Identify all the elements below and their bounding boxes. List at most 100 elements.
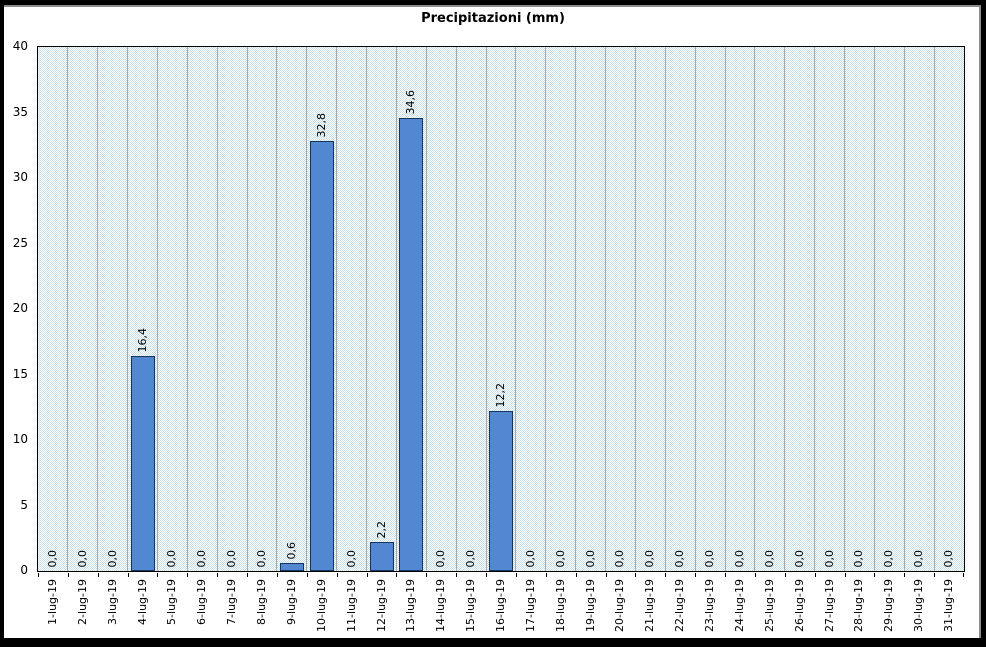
gridline (306, 47, 308, 571)
x-axis-tick (695, 573, 697, 577)
gridline (605, 47, 607, 571)
x-axis-tick (187, 573, 189, 577)
bar-value-label: 0,0 (583, 549, 597, 568)
x-axis-label: 7-lug-19 (225, 579, 239, 625)
bar-value-label: 0,0 (434, 549, 448, 568)
x-axis-tick (545, 573, 547, 577)
x-axis-label: 18-lug-19 (553, 579, 567, 632)
x-axis-tick (635, 573, 637, 577)
x-axis-tick (725, 573, 727, 577)
bar-value-label: 0,0 (852, 549, 866, 568)
bar-value-label: 0,0 (255, 549, 269, 568)
x-axis-tick (963, 573, 964, 577)
x-axis-tick (306, 573, 308, 577)
gridline (127, 47, 129, 571)
gridline (724, 47, 726, 571)
gridline (455, 47, 457, 571)
x-axis-tick (157, 573, 159, 577)
gridline (156, 47, 158, 571)
x-axis-label: 29-lug-19 (882, 579, 896, 632)
gridline (186, 47, 188, 571)
x-axis-label: 19-lug-19 (583, 579, 597, 632)
x-axis-label: 14-lug-19 (434, 579, 448, 632)
x-axis-label: 4-lug-19 (135, 579, 149, 625)
x-axis-tick (97, 573, 99, 577)
bar-value-label: 0,0 (643, 549, 657, 568)
bar-value-label: 0,0 (822, 549, 836, 568)
x-axis-tick (754, 573, 756, 577)
bar-value-label: 0,0 (613, 549, 627, 568)
x-axis-tick (784, 573, 786, 577)
y-axis-label: 40 (12, 39, 28, 53)
x-axis-tick (38, 573, 39, 577)
x-axis-tick (127, 573, 129, 577)
bar (279, 563, 304, 571)
x-axis-label: 25-lug-19 (762, 579, 776, 632)
gridline (395, 47, 397, 571)
x-axis-label: 21-lug-19 (643, 579, 657, 632)
gridline (97, 47, 99, 571)
y-axis-label: 35 (12, 104, 28, 119)
bar-value-label: 0,0 (673, 549, 687, 568)
gridline (814, 47, 816, 571)
gridline (515, 47, 517, 571)
x-axis-label: 16-lug-19 (494, 579, 507, 632)
gridline (844, 47, 846, 571)
y-axis: 0 5 10 15 20 25 30 35 40 (0, 39, 31, 577)
plot-area: 0,0 0,0 0,0 16,4 0,0 0,0 0,0 0,0 0,6 32,8 0,0 2,2 34… (37, 46, 965, 572)
bar-value-label: 0,0 (195, 549, 209, 568)
bar-value-label: 0,0 (75, 549, 89, 568)
bar-value-label: 0,0 (165, 549, 179, 568)
x-axis-tick (874, 573, 876, 577)
gridline (903, 47, 905, 571)
gridline (67, 47, 69, 571)
x-axis-label: 31-lug-19 (942, 579, 956, 632)
gridline (933, 47, 935, 571)
x-axis-label: 26-lug-19 (792, 579, 806, 632)
x-axis-label: 10-lug-19 (314, 579, 328, 632)
y-axis-label: 25 (12, 235, 28, 250)
bar (489, 411, 513, 571)
x-axis-label: 22-lug-19 (673, 579, 687, 632)
gridline (664, 47, 666, 571)
x-axis-label: 1-lug-19 (45, 579, 59, 625)
y-axis-label: 0 (20, 563, 28, 577)
bar-value-label: 0,0 (912, 549, 926, 568)
x-axis-tick (67, 573, 69, 577)
bar-value-label: 0,0 (344, 549, 358, 568)
y-axis-label: 5 (20, 497, 28, 512)
bar (399, 118, 424, 571)
bar-value-label: 0,0 (45, 549, 59, 568)
x-axis-tick (605, 573, 607, 577)
x-axis-tick (515, 573, 517, 577)
bar-value-label: 12,2 (494, 382, 507, 408)
x-axis-label: 27-lug-19 (822, 579, 836, 632)
bar (309, 141, 334, 571)
x-axis-label: 8-lug-19 (255, 579, 269, 625)
x-axis: 1-lug-19 2-lug-19 3-lug-19 4-lug-19 5-lug-19… (38, 573, 964, 643)
bar-value-label: 0,0 (225, 549, 239, 568)
gridline (784, 47, 786, 571)
bar-value-label: 0,0 (553, 549, 567, 568)
x-axis-label: 15-lug-19 (464, 579, 478, 632)
x-axis-label: 6-lug-19 (195, 579, 209, 625)
bar-value-label: 32,8 (314, 112, 328, 138)
bar-value-label: 0,0 (942, 549, 956, 568)
gridline (216, 47, 218, 571)
gridline (694, 47, 696, 571)
bar-value-label: 2,2 (374, 520, 388, 539)
x-axis-label: 30-lug-19 (912, 579, 926, 632)
bar (369, 542, 394, 571)
x-axis-label: 5-lug-19 (165, 579, 179, 625)
bar-value-label: 0,0 (732, 549, 746, 568)
x-axis-tick (665, 573, 667, 577)
x-axis-tick (844, 573, 846, 577)
bar-value-label: 0,0 (464, 549, 478, 568)
x-axis-tick (276, 573, 278, 577)
bar-value-label: 0,0 (703, 549, 717, 568)
y-axis-label: 20 (12, 301, 28, 315)
gridline (634, 47, 636, 571)
x-axis-tick (456, 573, 458, 577)
x-axis-label: 13-lug-19 (404, 579, 418, 632)
x-axis-label: 3-lug-19 (105, 579, 119, 625)
